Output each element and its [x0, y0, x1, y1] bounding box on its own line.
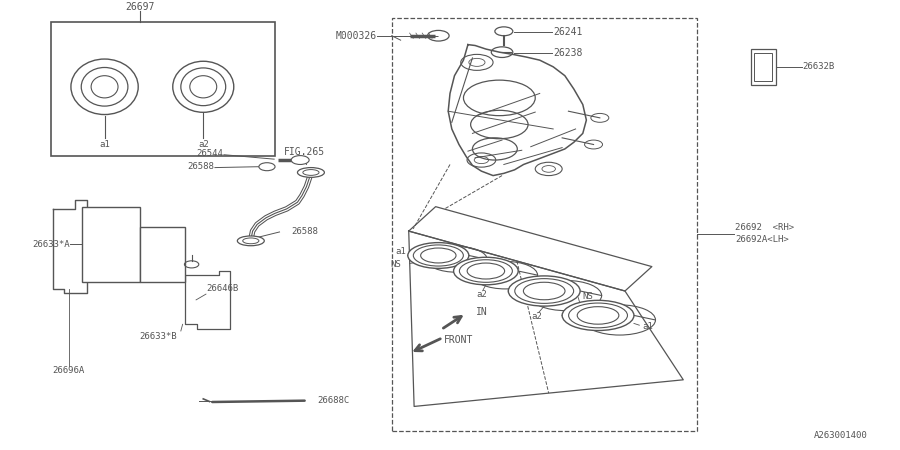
Ellipse shape [524, 282, 565, 300]
Ellipse shape [467, 263, 505, 279]
Text: a2: a2 [198, 140, 209, 149]
Ellipse shape [454, 257, 518, 285]
Text: a1: a1 [642, 322, 652, 331]
Text: 26632B: 26632B [803, 62, 835, 71]
Ellipse shape [562, 300, 634, 330]
Ellipse shape [298, 167, 324, 177]
Ellipse shape [408, 243, 469, 268]
Text: 26588: 26588 [292, 227, 318, 236]
Ellipse shape [238, 236, 265, 246]
Text: M000326: M000326 [336, 31, 376, 41]
Bar [82, 207, 140, 282]
Text: IN: IN [475, 307, 487, 317]
Text: a1: a1 [395, 248, 406, 256]
Text: 26692A<LH>: 26692A<LH> [735, 235, 789, 244]
Circle shape [259, 163, 275, 171]
Text: FRONT: FRONT [445, 335, 473, 345]
Text: 26588: 26588 [187, 162, 214, 171]
Text: a2: a2 [476, 290, 487, 299]
Text: NS: NS [582, 292, 592, 301]
Ellipse shape [420, 248, 456, 263]
Circle shape [292, 156, 309, 165]
Text: a2: a2 [532, 312, 543, 321]
Text: NS: NS [390, 260, 400, 269]
Bar [392, 18, 697, 431]
Bar [751, 49, 776, 85]
Text: FIG.265: FIG.265 [284, 147, 325, 157]
Text: 26544: 26544 [196, 149, 223, 158]
Ellipse shape [577, 306, 619, 324]
Text: 26238: 26238 [554, 49, 582, 58]
Text: 26692  <RH>: 26692 <RH> [735, 223, 795, 232]
Bar [50, 22, 275, 156]
Text: 26633*B: 26633*B [140, 332, 177, 341]
Text: 26688C: 26688C [317, 396, 349, 405]
Ellipse shape [508, 276, 580, 306]
Text: 26696A: 26696A [52, 366, 85, 375]
Text: 26646B: 26646B [206, 284, 238, 293]
Text: A263001400: A263001400 [814, 431, 868, 440]
Text: 26241: 26241 [554, 27, 582, 37]
Text: a1: a1 [99, 140, 110, 149]
Text: 26697: 26697 [126, 2, 155, 12]
Bar [754, 53, 772, 81]
Bar [140, 227, 185, 282]
Text: 26633*A: 26633*A [32, 240, 70, 249]
